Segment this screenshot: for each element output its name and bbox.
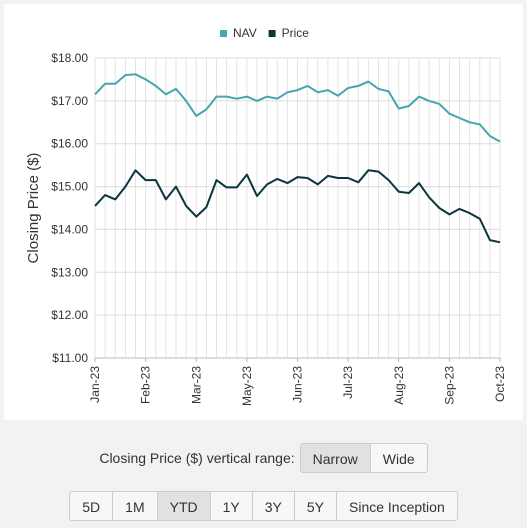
range-narrow-button[interactable]: Narrow <box>299 443 371 473</box>
closing-price-chart: $18.00 $17.00 $16.00 $15.00 $14.00 $13.00 $12.… <box>25 26 507 406</box>
y-tick-label: $13.00 <box>51 265 88 279</box>
vertical-range-group: Narrow Wide <box>299 443 428 473</box>
y-axis-title: Closing Price ($) <box>25 153 42 264</box>
period-1y-button[interactable]: 1Y <box>209 491 253 521</box>
legend-swatch-price <box>268 30 276 37</box>
chart-panel: $18.00 $17.00 $16.00 $15.00 $14.00 $13.00 $12.… <box>4 4 523 420</box>
x-tick-label: Sep-23 <box>442 366 456 405</box>
x-tick-label: Jan-23 <box>88 366 102 403</box>
x-tick-label: Oct-23 <box>493 366 507 402</box>
period-3y-button[interactable]: 3Y <box>251 491 295 521</box>
x-tick-label: Feb-23 <box>139 366 153 404</box>
x-tick-label: Mar-23 <box>189 366 203 404</box>
y-tick-label: $16.00 <box>51 137 88 151</box>
period-5d-button[interactable]: 5D <box>69 491 114 521</box>
y-tick-label: $14.00 <box>51 222 88 236</box>
chart-controls: Closing Price ($) vertical range: Narrow… <box>0 440 527 521</box>
series-line-nav <box>94 73 501 143</box>
legend-swatch-nav <box>220 30 227 37</box>
period-button-group: 5D 1M YTD 1Y 3Y 5Y Since Inception <box>69 491 458 521</box>
vertical-range-label: Closing Price ($) vertical range: <box>99 450 295 466</box>
range-wide-button[interactable]: Wide <box>369 443 428 473</box>
series-line-price <box>94 169 501 244</box>
legend-label-nav: NAV <box>233 26 257 40</box>
vertical-range-row: Closing Price ($) vertical range: Narrow… <box>0 443 527 473</box>
y-tick-label: $15.00 <box>51 180 88 194</box>
x-tick-label: Jun-23 <box>291 366 305 403</box>
x-tick-label: Aug-23 <box>392 366 406 405</box>
period-ytd-button[interactable]: YTD <box>156 491 211 521</box>
period-since-inception-button[interactable]: Since Inception <box>336 491 458 521</box>
period-selector: 5D 1M YTD 1Y 3Y 5Y Since Inception <box>0 491 527 521</box>
y-tick-label: $12.00 <box>51 308 88 322</box>
legend-label-price: Price <box>282 26 310 40</box>
period-1m-button[interactable]: 1M <box>112 491 158 521</box>
period-5y-button[interactable]: 5Y <box>293 491 337 521</box>
x-tick-label: Jul-23 <box>341 366 355 399</box>
y-tick-label: $11.00 <box>52 351 88 365</box>
y-tick-label: $18.00 <box>51 51 88 65</box>
x-tick-label: May-23 <box>240 366 254 406</box>
y-tick-label: $17.00 <box>51 94 88 108</box>
